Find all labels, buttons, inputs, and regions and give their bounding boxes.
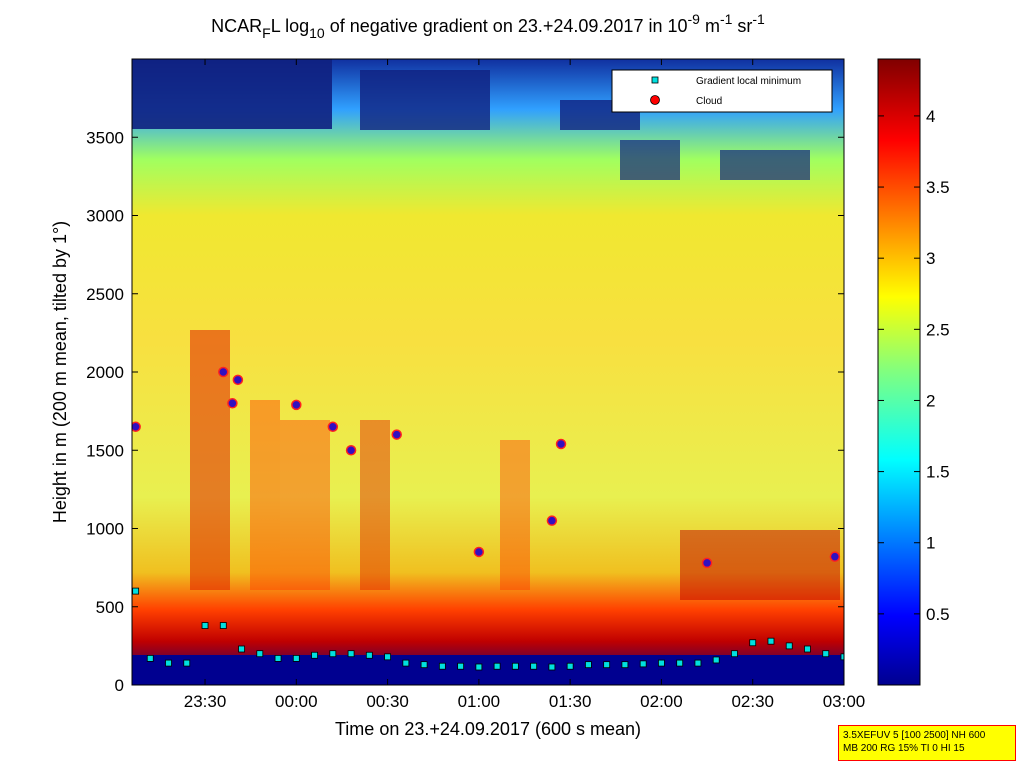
gradient-minimum-point bbox=[238, 645, 245, 653]
legend-minimum-label: Gradient local minimum bbox=[696, 76, 801, 87]
gradient-minimum-point bbox=[219, 622, 227, 629]
gradient-minimum-point bbox=[822, 650, 830, 658]
gradient-minimum-point bbox=[566, 662, 574, 670]
cloud-point bbox=[132, 421, 141, 433]
gradient-minimum-point bbox=[731, 650, 738, 658]
y-tick-label: 2500 bbox=[86, 285, 124, 304]
gradient-minimum-point bbox=[311, 651, 318, 659]
y-tick-label: 0 bbox=[115, 676, 124, 695]
x-axis: 23:30 00:00 00:30 01:00 01:30 02:00 02:30 03:00 bbox=[184, 59, 866, 711]
gradient-minimum-point bbox=[530, 662, 538, 670]
x-tick-label: 03:00 bbox=[823, 692, 866, 711]
gradient-minimum-point bbox=[767, 637, 775, 645]
gradient-minimum-point bbox=[457, 662, 465, 670]
gradient-minimum-point bbox=[274, 654, 282, 662]
y-axis-label: Height in m (200 m mean, tilted by 1°) bbox=[50, 221, 70, 523]
y-tick-label: 1500 bbox=[86, 441, 124, 460]
cloud-markers bbox=[132, 366, 841, 569]
colorbar-tick-label: 2.5 bbox=[926, 320, 950, 339]
heatmap-area bbox=[132, 59, 844, 685]
gradient-minimum-point bbox=[384, 653, 391, 661]
x-tick-label: 00:00 bbox=[275, 692, 318, 711]
x-tick-label: 01:30 bbox=[549, 692, 592, 711]
colorbar-tick-label: 1 bbox=[926, 534, 935, 553]
x-tick-label: 23:30 bbox=[184, 692, 227, 711]
gradient-minimum-point bbox=[840, 653, 844, 661]
y-tick-label: 1000 bbox=[86, 520, 124, 539]
y-tick-label: 3500 bbox=[86, 128, 124, 147]
settings-box: 3.5XEFUV 5 [100 2500] NH 600 MB 200 RG 1… bbox=[838, 725, 1016, 761]
cloud-point bbox=[345, 445, 357, 456]
gradient-minimum-point bbox=[785, 642, 793, 650]
gradient-minimum-point bbox=[365, 651, 373, 659]
colorbar-tick-label: 1.5 bbox=[926, 463, 950, 482]
gradient-minimum-point bbox=[511, 662, 519, 670]
gradient-minimum-point bbox=[804, 645, 811, 653]
gradient-minimum-point bbox=[585, 661, 592, 669]
chart-title: NCARFL log10 of negative gradient on 23.… bbox=[211, 11, 765, 41]
legend: Gradient local minimum Cloud bbox=[611, 69, 833, 113]
gradient-minimum-point bbox=[658, 659, 665, 667]
cloud-point bbox=[701, 557, 713, 569]
cloud-point bbox=[555, 438, 567, 450]
legend-cloud-marker bbox=[650, 95, 660, 105]
y-tick-label: 500 bbox=[96, 598, 124, 617]
gradient-minimum-point bbox=[694, 659, 702, 667]
cloud-point bbox=[291, 399, 302, 411]
gradient-minimum-point bbox=[749, 639, 757, 647]
colorbar bbox=[877, 58, 921, 686]
cloud-point bbox=[232, 374, 244, 386]
gradient-minimum-point bbox=[183, 659, 191, 667]
colorbar-tick-label: 0.5 bbox=[926, 605, 950, 624]
gradient-minimum-point bbox=[329, 650, 337, 658]
y-axis: 0 500 1000 1500 2000 2500 3000 3500 bbox=[86, 128, 844, 695]
gradient-minimum-point bbox=[712, 656, 720, 664]
x-tick-label: 00:30 bbox=[366, 692, 409, 711]
cloud-point bbox=[546, 515, 558, 526]
cloud-point bbox=[391, 429, 402, 440]
colorbar-tick-label: 3.5 bbox=[926, 178, 950, 197]
gradient-minimum-point bbox=[402, 659, 410, 667]
x-axis-label: Time on 23.+24.09.2017 (600 s mean) bbox=[335, 719, 641, 739]
x-tick-label: 02:30 bbox=[731, 692, 774, 711]
gradient-minimum-point bbox=[548, 663, 556, 671]
cloud-point bbox=[829, 551, 841, 562]
x-tick-label: 01:00 bbox=[458, 692, 501, 711]
settings-line-2: MB 200 RG 15% TI 0 HI 15 bbox=[843, 743, 965, 754]
gradient-minimum-point bbox=[256, 650, 264, 658]
gradient-minimum-point bbox=[676, 659, 684, 667]
gradient-minimum-point bbox=[639, 660, 647, 668]
cloud-point bbox=[218, 366, 229, 378]
gradient-minimum-point bbox=[420, 661, 428, 669]
colorbar-tick-label: 4 bbox=[926, 107, 935, 126]
gradient-minimum-point bbox=[201, 622, 209, 629]
gradient-minimum-point bbox=[493, 662, 501, 670]
settings-line-1: 3.5XEFUV 5 [100 2500] NH 600 bbox=[843, 730, 986, 741]
gradient-minimum-point bbox=[603, 661, 611, 669]
x-tick-label: 02:00 bbox=[640, 692, 683, 711]
gradient-minimum-point bbox=[292, 654, 300, 662]
gradient-minimum-point bbox=[146, 654, 154, 662]
y-tick-label: 2000 bbox=[86, 363, 124, 382]
colorbar-tick-label: 3 bbox=[926, 249, 935, 268]
gradient-minimum-point bbox=[132, 587, 140, 595]
gradient-minimum-point bbox=[347, 650, 355, 658]
legend-minimum-marker bbox=[651, 76, 659, 84]
y-tick-label: 3000 bbox=[86, 207, 124, 226]
gradient-minimum-point bbox=[475, 663, 483, 671]
gradient-minimum-point bbox=[621, 661, 629, 669]
colorbar-ticks: 0.5 1 1.5 2 2.5 3 3.5 4 bbox=[878, 107, 950, 624]
cloud-point bbox=[327, 421, 339, 433]
colorbar-tick-label: 2 bbox=[926, 391, 935, 410]
gradient-minimum-point bbox=[438, 662, 446, 670]
gradient-minimum-point bbox=[165, 659, 172, 667]
cloud-point bbox=[473, 546, 485, 558]
legend-cloud-label: Cloud bbox=[696, 96, 722, 107]
cloud-point bbox=[227, 398, 238, 409]
gradient-minimum-markers bbox=[132, 587, 844, 671]
